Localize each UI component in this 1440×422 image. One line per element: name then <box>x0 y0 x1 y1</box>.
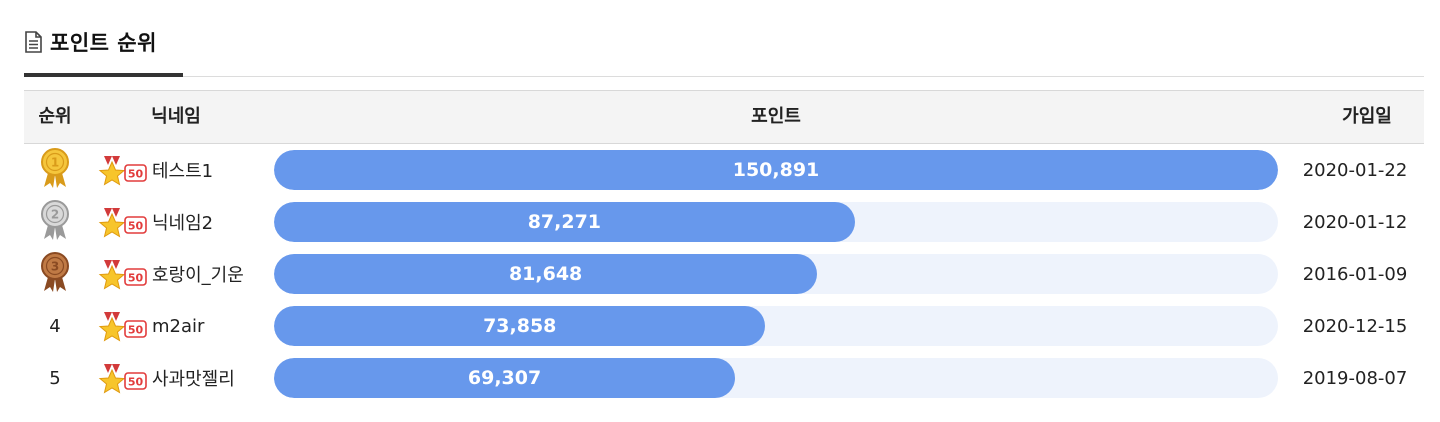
rank-cell: 5 <box>24 352 86 404</box>
join-date: 2020-12-15 <box>1302 315 1408 337</box>
level-badge-icon: 50 <box>98 154 148 186</box>
svg-text:50: 50 <box>128 272 144 285</box>
points-bar: 87,271 <box>274 202 855 242</box>
points-value: 69,307 <box>467 367 542 389</box>
nickname-cell[interactable]: 50 m2air <box>98 300 274 352</box>
points-value: 73,858 <box>483 315 557 337</box>
level-badge-icon: 50 <box>98 258 148 290</box>
column-header-points: 포인트 <box>751 106 801 127</box>
table-row: 5 50 사과맛젤리 69,307 2019-08-07 <box>24 352 1424 404</box>
gold-medal-icon: 1 <box>39 147 71 194</box>
points-cell: 87,271 <box>274 196 1278 248</box>
points-bar: 81,648 <box>274 254 818 294</box>
level-badge-icon: 50 <box>98 310 148 342</box>
level-badge-icon: 50 <box>98 362 148 394</box>
join-date: 2020-01-12 <box>1302 211 1408 233</box>
silver-medal-icon: 2 <box>39 199 71 246</box>
points-bar: 73,858 <box>274 306 766 346</box>
points-bar-track: 73,858 <box>274 306 1278 346</box>
svg-text:3: 3 <box>51 259 59 273</box>
nickname-link[interactable]: 사과맛젤리 <box>152 369 235 390</box>
rank-cell: 3 <box>24 248 86 300</box>
column-header-nickname: 닉네임 <box>151 106 201 127</box>
nickname-cell[interactable]: 50 테스트1 <box>98 144 274 196</box>
column-header-joined: 가입일 <box>1342 106 1392 127</box>
svg-text:1: 1 <box>51 155 59 169</box>
svg-text:50: 50 <box>128 220 144 233</box>
points-cell: 150,891 <box>274 144 1278 196</box>
points-bar-track: 87,271 <box>274 202 1278 242</box>
points-value: 81,648 <box>508 263 583 285</box>
join-date: 2016-01-09 <box>1302 263 1408 285</box>
table-row: 3 50 호랑이_기운 81,648 2016-01-09 <box>24 248 1424 300</box>
section-title-text: 포인트 순위 <box>50 31 157 55</box>
section-title: 포인트 순위 <box>24 24 157 60</box>
rank-cell: 1 <box>24 144 86 196</box>
nickname-cell[interactable]: 50 닉네임2 <box>98 196 274 248</box>
join-date: 2020-01-22 <box>1302 159 1408 181</box>
table-row: 1 50 테스트1 150,891 2020-01-22 <box>24 144 1424 196</box>
rank-cell: 2 <box>24 196 86 248</box>
nickname-cell[interactable]: 50 호랑이_기운 <box>98 248 274 300</box>
svg-text:50: 50 <box>128 168 144 181</box>
rank-cell: 4 <box>24 300 86 352</box>
level-badge-icon: 50 <box>98 206 148 238</box>
points-bar: 150,891 <box>274 150 1278 190</box>
table-header: 순위 닉네임 포인트 가입일 <box>24 90 1424 144</box>
rank-number: 4 <box>49 315 61 337</box>
point-ranking-widget: 포인트 순위 순위 닉네임 포인트 가입일 1 50 테스트1 150,891 2020… <box>24 0 1424 398</box>
table-body: 1 50 테스트1 150,891 2020-01-22 2 50 닉네임2 87,271 202… <box>24 144 1424 404</box>
points-cell: 81,648 <box>274 248 1278 300</box>
nickname-link[interactable]: 호랑이_기운 <box>152 265 244 286</box>
nickname-link[interactable]: 테스트1 <box>152 161 214 182</box>
points-bar-track: 150,891 <box>274 150 1278 190</box>
points-bar-track: 81,648 <box>274 254 1278 294</box>
column-header-rank: 순위 <box>38 106 72 127</box>
points-bar: 69,307 <box>274 358 736 398</box>
nickname-link[interactable]: m2air <box>152 315 205 337</box>
points-value: 87,271 <box>527 211 602 233</box>
table-row: 4 50 m2air 73,858 2020-12-15 <box>24 300 1424 352</box>
nickname-cell[interactable]: 50 사과맛젤리 <box>98 352 274 404</box>
nickname-link[interactable]: 닉네임2 <box>152 213 214 234</box>
svg-text:50: 50 <box>128 324 144 337</box>
join-date: 2019-08-07 <box>1302 367 1408 389</box>
points-cell: 69,307 <box>274 352 1278 404</box>
points-cell: 73,858 <box>274 300 1278 352</box>
bronze-medal-icon: 3 <box>39 251 71 298</box>
svg-text:50: 50 <box>128 376 144 389</box>
document-icon <box>24 31 42 53</box>
rank-number: 5 <box>49 367 61 389</box>
points-bar-track: 69,307 <box>274 358 1278 398</box>
points-value: 150,891 <box>732 159 820 181</box>
title-underline <box>24 73 183 77</box>
table-row: 2 50 닉네임2 87,271 2020-01-12 <box>24 196 1424 248</box>
section-header: 포인트 순위 <box>24 0 1424 77</box>
ranking-table: 순위 닉네임 포인트 가입일 1 50 테스트1 150,891 2020-01-22 2… <box>24 90 1424 404</box>
svg-text:2: 2 <box>51 207 59 221</box>
